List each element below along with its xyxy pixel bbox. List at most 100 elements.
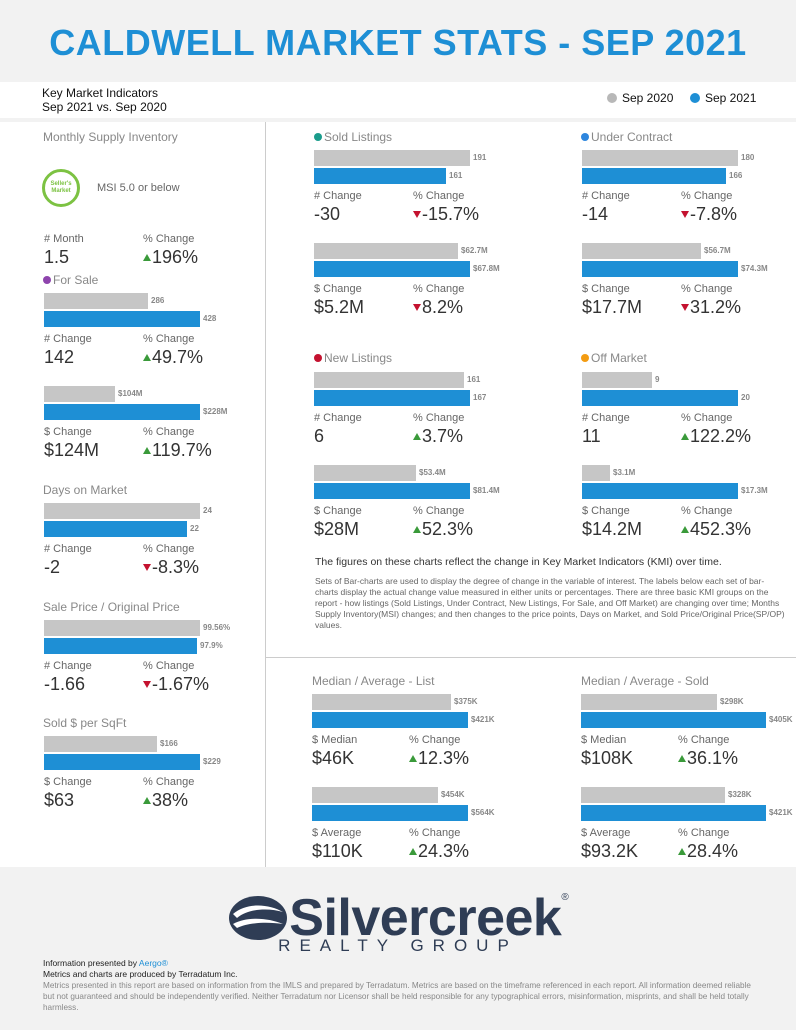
up-arrow-icon — [678, 755, 686, 762]
for-sale-count-change-value: 142 — [44, 347, 75, 367]
sold-dollar-pct-change: 8.2% — [413, 297, 463, 318]
new-listings-dollar-pct-label: % Change — [413, 505, 465, 517]
under-contract-count-pct-change: -7.8% — [681, 204, 737, 225]
median-sold-median-value-2021: $405K — [769, 715, 793, 724]
for-sale-dot-icon — [43, 276, 51, 284]
sold-dollar-value-2021: $67.8M — [473, 264, 500, 273]
sold-per-sqft-change-label: $ Change — [44, 776, 92, 788]
median-list-median-pct-value: 12.3% — [418, 748, 470, 768]
for-sale-dollar-bar-2021 — [44, 404, 200, 420]
sold-dollar-bar-2021 — [314, 261, 470, 277]
down-arrow-icon — [413, 211, 421, 218]
sellers-market-seal: Seller's Market — [42, 169, 80, 207]
days-on-market-value-2021: 22 — [190, 524, 199, 533]
horizontal-divider — [266, 657, 796, 658]
median-sold-median-bar-2020 — [581, 694, 717, 710]
for-sale-dollar-value-2020: $104M — [118, 389, 143, 398]
for-sale-dollar-pct-change: 119.7% — [143, 440, 212, 461]
new-listings-count-pct-value: 3.7% — [422, 426, 464, 446]
for-sale-dollar-value-2021: $228M — [203, 407, 228, 416]
legend-dot-2020 — [607, 93, 617, 103]
median-list-average-value-2020: $454K — [441, 790, 465, 799]
for-sale-dollar-pct-value: 119.7% — [152, 440, 212, 460]
under-contract-count-value-2021: 166 — [729, 171, 743, 180]
new-listings-dollar-pct-value: 52.3% — [422, 519, 474, 539]
sold-count-pct-value: -15.7% — [422, 204, 480, 224]
off-market-count-change-label: # Change — [582, 412, 630, 424]
median-list-median-pct-label: % Change — [409, 734, 461, 746]
under-contract-count-value-2020: 180 — [741, 153, 755, 162]
new-listings-dollar-change-label: $ Change — [314, 505, 362, 517]
median-sold-median-bar-2021 — [581, 712, 766, 728]
new-listings-dollar-bar-2021 — [314, 483, 470, 499]
median-list-average-pct-change: 24.3% — [409, 841, 469, 862]
up-arrow-icon — [409, 755, 417, 762]
new-listings-count-value-2020: 161 — [467, 375, 481, 384]
median-sold-median-change-value: $108K — [581, 748, 634, 768]
off-market-dollar-pct-value: 452.3% — [690, 519, 752, 539]
off-market-dollar-value-2020: $3.1M — [613, 468, 636, 477]
sold-per-sqft-value-2020: $166 — [160, 739, 178, 748]
legend-dot-2021 — [690, 93, 700, 103]
new-listings-count-bar-2020 — [314, 372, 464, 388]
legend-label-2021: Sep 2021 — [705, 91, 757, 105]
under-contract-dollar-change-label: $ Change — [582, 283, 630, 295]
sold-count-pct-label: % Change — [413, 190, 465, 202]
off-market-dot-icon — [581, 354, 589, 362]
sold-count-pct-change: -15.7% — [413, 204, 479, 225]
sale-price-ratio-pct-change: -1.67% — [143, 674, 209, 695]
new-listings-dot-icon — [314, 354, 322, 362]
median-list-label: Median / Average - List — [312, 674, 435, 688]
sold-listings-dot-icon — [314, 133, 322, 141]
for-sale-count-change-label: # Change — [44, 333, 92, 345]
under-contract-label: Under Contract — [581, 130, 672, 144]
legend-item-2021: Sep 2021 — [690, 91, 756, 105]
up-arrow-icon — [143, 254, 151, 261]
sold-count-value-2020: 191 — [473, 153, 487, 162]
registered-mark: ® — [561, 892, 569, 903]
under-contract-count-pct-label: % Change — [681, 190, 733, 202]
off-market-count-value-2021: 20 — [741, 393, 750, 402]
off-market-count-value-2020: 9 — [655, 375, 660, 384]
new-listings-label-text: New Listings — [324, 351, 393, 365]
subheader-bar — [0, 82, 796, 118]
new-listings-count-change-value: 6 — [314, 426, 325, 446]
median-list-median-value-2020: $375K — [454, 697, 478, 706]
new-listings-count-value-2021: 167 — [473, 393, 487, 402]
off-market-count-pct-value: 122.2% — [690, 426, 752, 446]
under-contract-label-text: Under Contract — [591, 130, 673, 144]
up-arrow-icon — [143, 797, 151, 804]
footer-presented-prefix: Information presented by — [43, 958, 139, 968]
median-list-median-change-label: $ Median — [312, 734, 358, 746]
footer-presented: Information presented by Aergo® — [43, 958, 168, 968]
down-arrow-icon — [681, 211, 689, 218]
sold-per-sqft-label-text: Sold $ per SqFt — [43, 716, 127, 730]
footer-aergo-link[interactable]: Aergo® — [138, 958, 168, 968]
for-sale-dollar-change-value: $124M — [44, 440, 100, 460]
sold-per-sqft-bar-2021 — [44, 754, 200, 770]
sold-count-value-2021: 161 — [449, 171, 463, 180]
sold-per-sqft-pct-change: 38% — [143, 790, 188, 811]
sold-per-sqft-bar-2020 — [44, 736, 157, 752]
under-contract-count-bar-2020 — [582, 150, 738, 166]
median-list-average-pct-label: % Change — [409, 827, 461, 839]
sold-per-sqft-label: Sold $ per SqFt — [43, 716, 126, 730]
logo-wordmark: Silvercreek — [289, 889, 562, 947]
off-market-dollar-value-2021: $17.3M — [741, 486, 768, 495]
median-list-median-pct-change: 12.3% — [409, 748, 469, 769]
new-listings-dollar-change-value: $28M — [314, 519, 360, 539]
median-list-average-bar-2020 — [312, 787, 438, 803]
legend-item-2020: Sep 2020 — [607, 91, 673, 105]
for-sale-count-bar-2020 — [44, 293, 148, 309]
median-sold-average-change-value: $93.2K — [581, 841, 639, 861]
sale-price-ratio-change-value: -1.66 — [44, 674, 86, 694]
off-market-dollar-change-label: $ Change — [582, 505, 630, 517]
msi-change-value: 1.5 — [44, 247, 70, 267]
off-market-count-pct-label: % Change — [681, 412, 733, 424]
up-arrow-icon — [681, 433, 689, 440]
new-listings-count-pct-change: 3.7% — [413, 426, 463, 447]
up-arrow-icon — [681, 526, 689, 533]
up-arrow-icon — [143, 447, 151, 454]
for-sale-count-pct-label: % Change — [143, 333, 195, 345]
sale-price-ratio-value-2020: 99.56% — [203, 623, 231, 632]
